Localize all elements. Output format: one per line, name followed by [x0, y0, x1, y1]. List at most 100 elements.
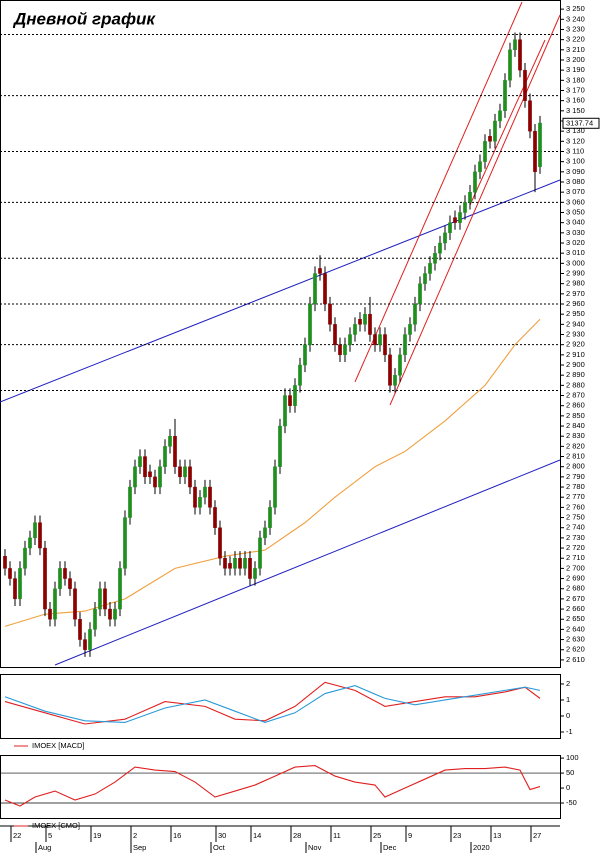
candle-body [78, 619, 82, 640]
candle-body [93, 608, 97, 630]
candle-body [268, 507, 272, 528]
candle-body [528, 100, 532, 132]
candle-body [353, 324, 357, 335]
y-tick-label: 3 100 [566, 157, 585, 166]
x-tick-label: 2 [133, 831, 137, 840]
candle-body [493, 120, 497, 142]
y-tick-label: -50 [566, 798, 577, 807]
candle-body [503, 80, 507, 112]
candle-body [203, 486, 207, 498]
candle-body [83, 639, 87, 650]
candle-body [423, 273, 427, 284]
macd-frame [0, 674, 561, 739]
candle-body [298, 364, 302, 386]
candle-body [113, 608, 117, 620]
x-tick-label: 11 [333, 831, 341, 840]
candle-body [458, 212, 462, 223]
candle-body [413, 303, 417, 325]
y-tick-label: 2 640 [566, 624, 585, 633]
y-tick-label: 3 200 [566, 55, 585, 64]
y-tick-label: 2 850 [566, 411, 585, 420]
candle-body [193, 486, 197, 508]
candle-body [338, 344, 342, 356]
y-tick-label: 2 930 [566, 330, 585, 339]
y-tick-label: 2 630 [566, 635, 585, 644]
candle-body [523, 69, 527, 101]
candle-body [408, 324, 412, 335]
y-tick-label: 3 060 [566, 197, 585, 206]
y-tick-label: 2 680 [566, 584, 585, 593]
y-tick-label: 2 [566, 679, 570, 688]
candle-body [158, 466, 162, 488]
candle-body [383, 334, 387, 356]
y-tick-label: 2 760 [566, 502, 585, 511]
candle-body [118, 568, 122, 610]
y-tick-label: 0 [566, 711, 570, 720]
month-label: Nov [308, 843, 322, 852]
candle-body [233, 558, 237, 569]
candle-body [343, 344, 347, 356]
candle-body [68, 578, 72, 589]
candle-body [473, 171, 477, 193]
x-tick-label: 25 [373, 831, 381, 840]
candle-body [508, 49, 512, 81]
candle-body [498, 110, 502, 122]
y-tick-label: 3 240 [566, 14, 585, 23]
month-label: 2020 [473, 843, 490, 852]
y-tick-label: 2 920 [566, 340, 585, 349]
y-tick-label: 2 610 [566, 655, 585, 664]
y-tick-label: 3 120 [566, 136, 585, 145]
indicator-line [4, 765, 541, 807]
candle-body [3, 555, 7, 569]
y-tick-label: 2 670 [566, 594, 585, 603]
candle-body [63, 568, 67, 579]
candle-body [218, 527, 222, 559]
candle-body [248, 558, 252, 579]
title: Дневной график [12, 9, 156, 28]
y-tick-label: 3 220 [566, 35, 585, 44]
y-tick-label: 3 150 [566, 106, 585, 115]
x-tick-label: 23 [453, 831, 461, 840]
x-tick-label: 16 [173, 831, 181, 840]
y-tick-label: 2 830 [566, 431, 585, 440]
y-tick-label: 2 970 [566, 289, 585, 298]
candle-body [448, 222, 452, 234]
candle-body [313, 273, 317, 305]
candle-body [183, 466, 187, 478]
candle-body [198, 497, 202, 508]
y-tick-label: 2 780 [566, 482, 585, 491]
candle-body [168, 435, 172, 447]
indicator-line [4, 681, 541, 725]
candle-body [43, 547, 47, 610]
candle-body [278, 425, 282, 467]
trend-line [0, 179, 561, 403]
y-tick-label: 2 790 [566, 472, 585, 481]
y-tick-label: 3 010 [566, 248, 585, 257]
y-tick-label: 2 810 [566, 452, 585, 461]
candle-body [463, 202, 467, 213]
candle-body [403, 334, 407, 356]
candle-body [8, 568, 12, 579]
y-tick-label: 3 130 [566, 126, 585, 135]
candle-body [53, 588, 57, 620]
y-tick-label: 2 990 [566, 268, 585, 277]
cmo-frame [0, 755, 561, 819]
y-tick-label: 2 900 [566, 360, 585, 369]
candle-body [48, 608, 52, 620]
candle-body [303, 344, 307, 366]
y-tick-label: 2 870 [566, 391, 585, 400]
candle-body [73, 588, 77, 620]
y-tick-label: 2 730 [566, 533, 585, 542]
trend-line [389, 14, 561, 406]
legend-label: IMOEX [CMO] [32, 821, 80, 830]
y-tick-label: 2 980 [566, 279, 585, 288]
legend-label: IMOEX [MACD] [32, 741, 85, 750]
candle-body [208, 486, 212, 508]
candle-body [13, 578, 17, 600]
x-tick-label: 22 [13, 831, 21, 840]
candle-body [223, 558, 227, 569]
month-label: Sep [133, 843, 146, 852]
x-tick-label: 19 [93, 831, 101, 840]
candle-body [368, 313, 372, 335]
